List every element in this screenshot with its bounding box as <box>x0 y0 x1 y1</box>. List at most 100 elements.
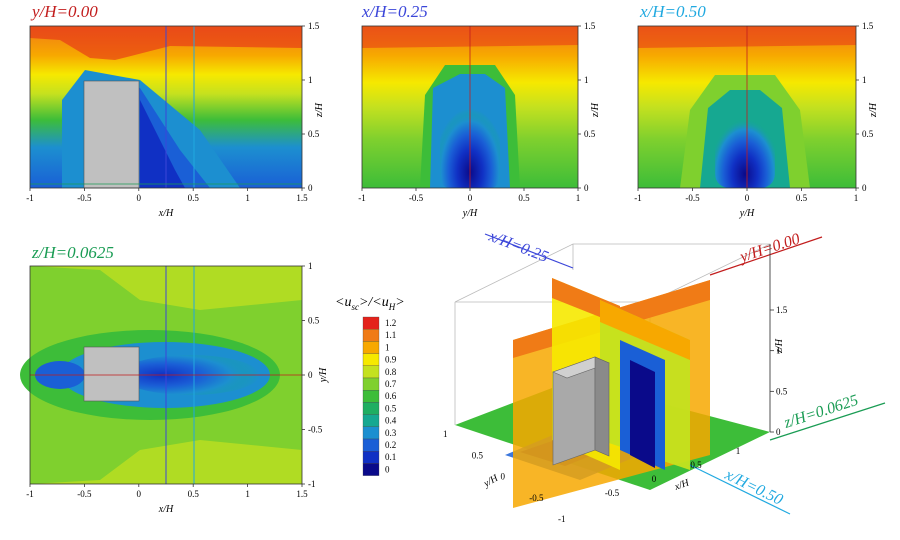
y-tick-label: -0.5 <box>308 425 323 435</box>
x-axis-label: y/H <box>739 208 755 219</box>
axis-ticks: -1 -0.5 0 0.5 1 1.5-1-0.500.51 <box>26 261 322 499</box>
x-tick-label: -1 <box>358 193 366 203</box>
axis-ticks: -1 -0.5 0 0.5 1 1.500.511.5 <box>26 21 320 203</box>
x-tick-label: 0 <box>137 489 142 499</box>
leader-y0 <box>709 236 823 276</box>
colorbar-legend: <usc>/<uH> 1.2 1.1 1 0.9 0.8 0.7 0.6 0.5 0.4 0.3 0… <box>335 295 405 476</box>
panel-title: x/H=0.25 <box>361 2 428 21</box>
x-tick-label: 1 <box>245 193 250 203</box>
y-tick-label: 1 <box>443 429 448 439</box>
leader-x025 <box>484 233 574 269</box>
legend-label: 0.5 <box>385 403 397 413</box>
y-tick-label: 1.5 <box>862 21 874 31</box>
label-3d-y0: y/H=0.00 <box>736 231 802 267</box>
y-tick-label: 1 <box>308 261 313 271</box>
z-axis-3d-label: z/H <box>774 338 785 354</box>
y-tick-label: -0.5 <box>529 493 544 503</box>
panel-title: y/H=0.00 <box>30 2 98 21</box>
x-tick-label: 0.5 <box>518 193 530 203</box>
legend-title: <usc>/<uH> <box>335 295 405 312</box>
panel-3d-view: x/H=0.25 y/H=0.00 z/H=0.0625 x/H=0.50 00… <box>443 228 886 524</box>
legend-swatch <box>362 414 380 427</box>
z-tick-label: 1.5 <box>776 305 788 315</box>
panel-side-view: y/H=0.00 -1 -0.5 0 0.5 1 1.500.511.5 x/H z/H <box>26 2 325 219</box>
panel-cross-x025: x/H=0.25 -1 -0.5 0 0.5 100.511.5 y/H z/H <box>358 2 601 219</box>
legend-label: 0.9 <box>385 355 397 365</box>
x-tick-label: 1 <box>576 193 581 203</box>
y-tick-label: -1 <box>308 479 316 489</box>
x-axis-label: x/H <box>158 504 174 515</box>
legend-swatches: 1.2 1.1 1 0.9 0.8 0.7 0.6 0.5 0.4 0.3 0.2 0.1 0 <box>362 316 397 476</box>
x-tick-label: 0.5 <box>690 460 702 470</box>
x-tick-label: -0.5 <box>605 488 620 498</box>
y-tick-label: 0.5 <box>308 129 320 139</box>
x-tick-label: -0.5 <box>685 193 700 203</box>
x-tick-label: -0.5 <box>77 193 92 203</box>
y-tick-label: 1 <box>584 75 589 85</box>
y-axis-label: y/H <box>318 367 329 383</box>
x-tick-label: -1 <box>26 489 34 499</box>
legend-swatch <box>362 377 380 391</box>
legend-label: 0.3 <box>385 428 397 438</box>
label-3d-x025: x/H=0.25 <box>486 228 551 266</box>
z-tick-label: 0 <box>776 427 781 437</box>
legend-swatch <box>362 390 380 403</box>
panel-plan-view: z/H=0.0625 -1 -0.5 0 0.5 1 1.5-1-0.500.51 x/H… <box>20 243 329 515</box>
x-tick-label: 1 <box>854 193 859 203</box>
x-tick-label: 0 <box>652 474 657 484</box>
y-axis-label: z/H <box>314 102 325 118</box>
legend-swatch <box>362 451 380 464</box>
y-tick-label: 0.5 <box>862 129 874 139</box>
label-3d-z00625: z/H=0.0625 <box>781 392 860 432</box>
legend-label: 0.6 <box>385 391 397 401</box>
leader-z00625 <box>769 402 886 441</box>
y-tick-label: 0 <box>501 472 506 482</box>
legend-label: 0.1 <box>385 452 396 462</box>
x-axis-label: x/H <box>158 208 174 219</box>
leader-x050 <box>689 464 791 515</box>
y-tick-label: -1 <box>558 514 566 524</box>
axis-ticks: -1 -0.5 0 0.5 100.511.5 <box>358 21 596 203</box>
x-tick-label: 1 <box>245 489 250 499</box>
legend-swatch <box>362 329 380 342</box>
plot-frame <box>29 25 303 189</box>
y-axis-3d-label: y/H <box>481 472 501 490</box>
panel-title: z/H=0.0625 <box>31 243 114 262</box>
y-tick-label: 1 <box>308 75 313 85</box>
x-tick-label: 1.5 <box>296 489 308 499</box>
y-tick-label: 0 <box>308 370 313 380</box>
x-tick-label: 0 <box>745 193 750 203</box>
legend-label: 1 <box>385 342 390 352</box>
building-block <box>83 346 140 402</box>
legend-label: 1.1 <box>385 330 396 340</box>
y-axis-3d-ticks: -1 -0.5 0 0.5 1 <box>443 429 566 524</box>
legend-swatch <box>362 402 380 415</box>
y-tick-label: 0.5 <box>308 316 320 326</box>
x-tick-label: 0 <box>137 193 142 203</box>
label-3d-x050: x/H=0.50 <box>721 466 785 509</box>
panel-cross-x050: x/H=0.50 -1 -0.5 0 0.5 100.511.5 y/H z/H <box>634 2 879 219</box>
legend-swatch <box>362 463 380 476</box>
contour-wake-core <box>715 95 775 188</box>
y-tick-label: 0 <box>308 183 313 193</box>
x-axis-3d-label: x/H <box>672 477 691 493</box>
y-tick-label: 1.5 <box>584 21 596 31</box>
y-tick-label: 0.5 <box>584 129 596 139</box>
x-tick-label: 0.5 <box>796 193 808 203</box>
building-side <box>594 356 610 457</box>
x-axis-label: y/H <box>462 208 478 219</box>
x-tick-label: 1 <box>736 446 741 456</box>
y-tick-label: 0 <box>862 183 867 193</box>
x-tick-label: -0.5 <box>77 489 92 499</box>
x-tick-label: 1.5 <box>296 193 308 203</box>
plane-x050-top <box>600 300 690 360</box>
x-tick-label: -1 <box>634 193 642 203</box>
z-axis-3d-ticks: 0 0.5 1 1.5 <box>770 305 788 437</box>
legend-label: 0.2 <box>385 440 396 450</box>
x-tick-label: -1 <box>26 193 34 203</box>
panel-title: x/H=0.50 <box>639 2 706 21</box>
axis-ticks: -1 -0.5 0 0.5 100.511.5 <box>634 21 874 203</box>
legend-label: 0.4 <box>385 416 397 426</box>
legend-swatch <box>362 438 380 452</box>
building-block <box>83 80 140 189</box>
